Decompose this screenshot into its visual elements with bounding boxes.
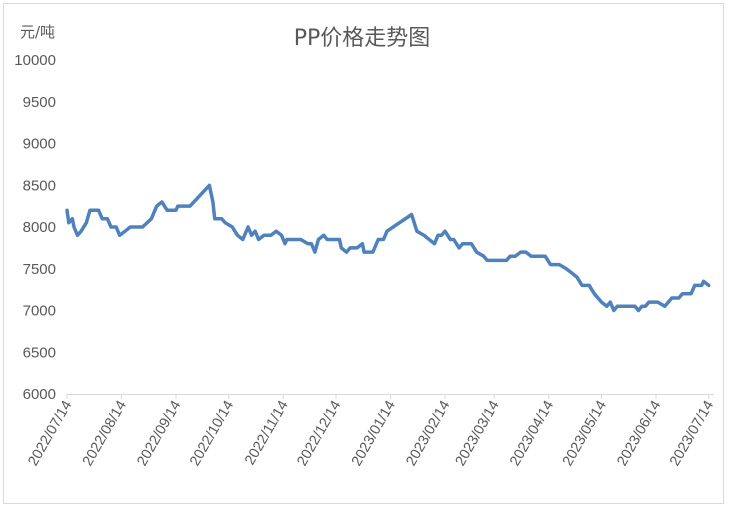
x-tick-label: 2023/01/14 (349, 398, 399, 469)
x-tick-label: 2022/10/14 (187, 398, 237, 469)
x-tick-label: 2023/05/14 (560, 398, 610, 469)
x-tick-label: 2022/11/14 (242, 398, 292, 468)
y-axis-unit-label: 元/吨 (20, 23, 55, 41)
y-tick-label: 9000 (23, 136, 56, 153)
x-tick-label: 2023/04/14 (507, 398, 557, 469)
x-axis: 2022/07/14 2022/08/14 2022/09/14 2022/10/14… (25, 394, 717, 469)
y-tick-label: 9500 (23, 94, 56, 111)
y-tick-label: 8500 (23, 177, 56, 194)
y-tick-label: 7000 (23, 303, 56, 320)
x-tick-label: 2023/02/14 (403, 398, 453, 469)
x-tick-label: 2023/07/14 (667, 398, 717, 469)
y-tick-label: 6500 (23, 344, 56, 361)
y-tick-label: 7500 (23, 261, 56, 278)
chart-title: PP价格走势图 (294, 26, 431, 51)
y-tick-label: 8000 (23, 219, 56, 236)
pp-price-series-line (65, 183, 711, 313)
x-tick-label: 2022/07/14 (25, 398, 75, 469)
y-tick-label: 6000 (23, 386, 56, 403)
x-tick-label: 2022/12/14 (294, 398, 344, 469)
x-tick-label: 2022/08/14 (80, 398, 130, 469)
y-axis: 6000 6500 7000 7500 8000 8500 9000 9500 10000 (14, 52, 56, 403)
x-tick-label: 2023/03/14 (453, 398, 503, 469)
x-tick-label: 2023/06/14 (614, 398, 664, 469)
y-tick-label: 10000 (14, 52, 56, 69)
x-tick-label: 2022/09/14 (134, 398, 184, 469)
